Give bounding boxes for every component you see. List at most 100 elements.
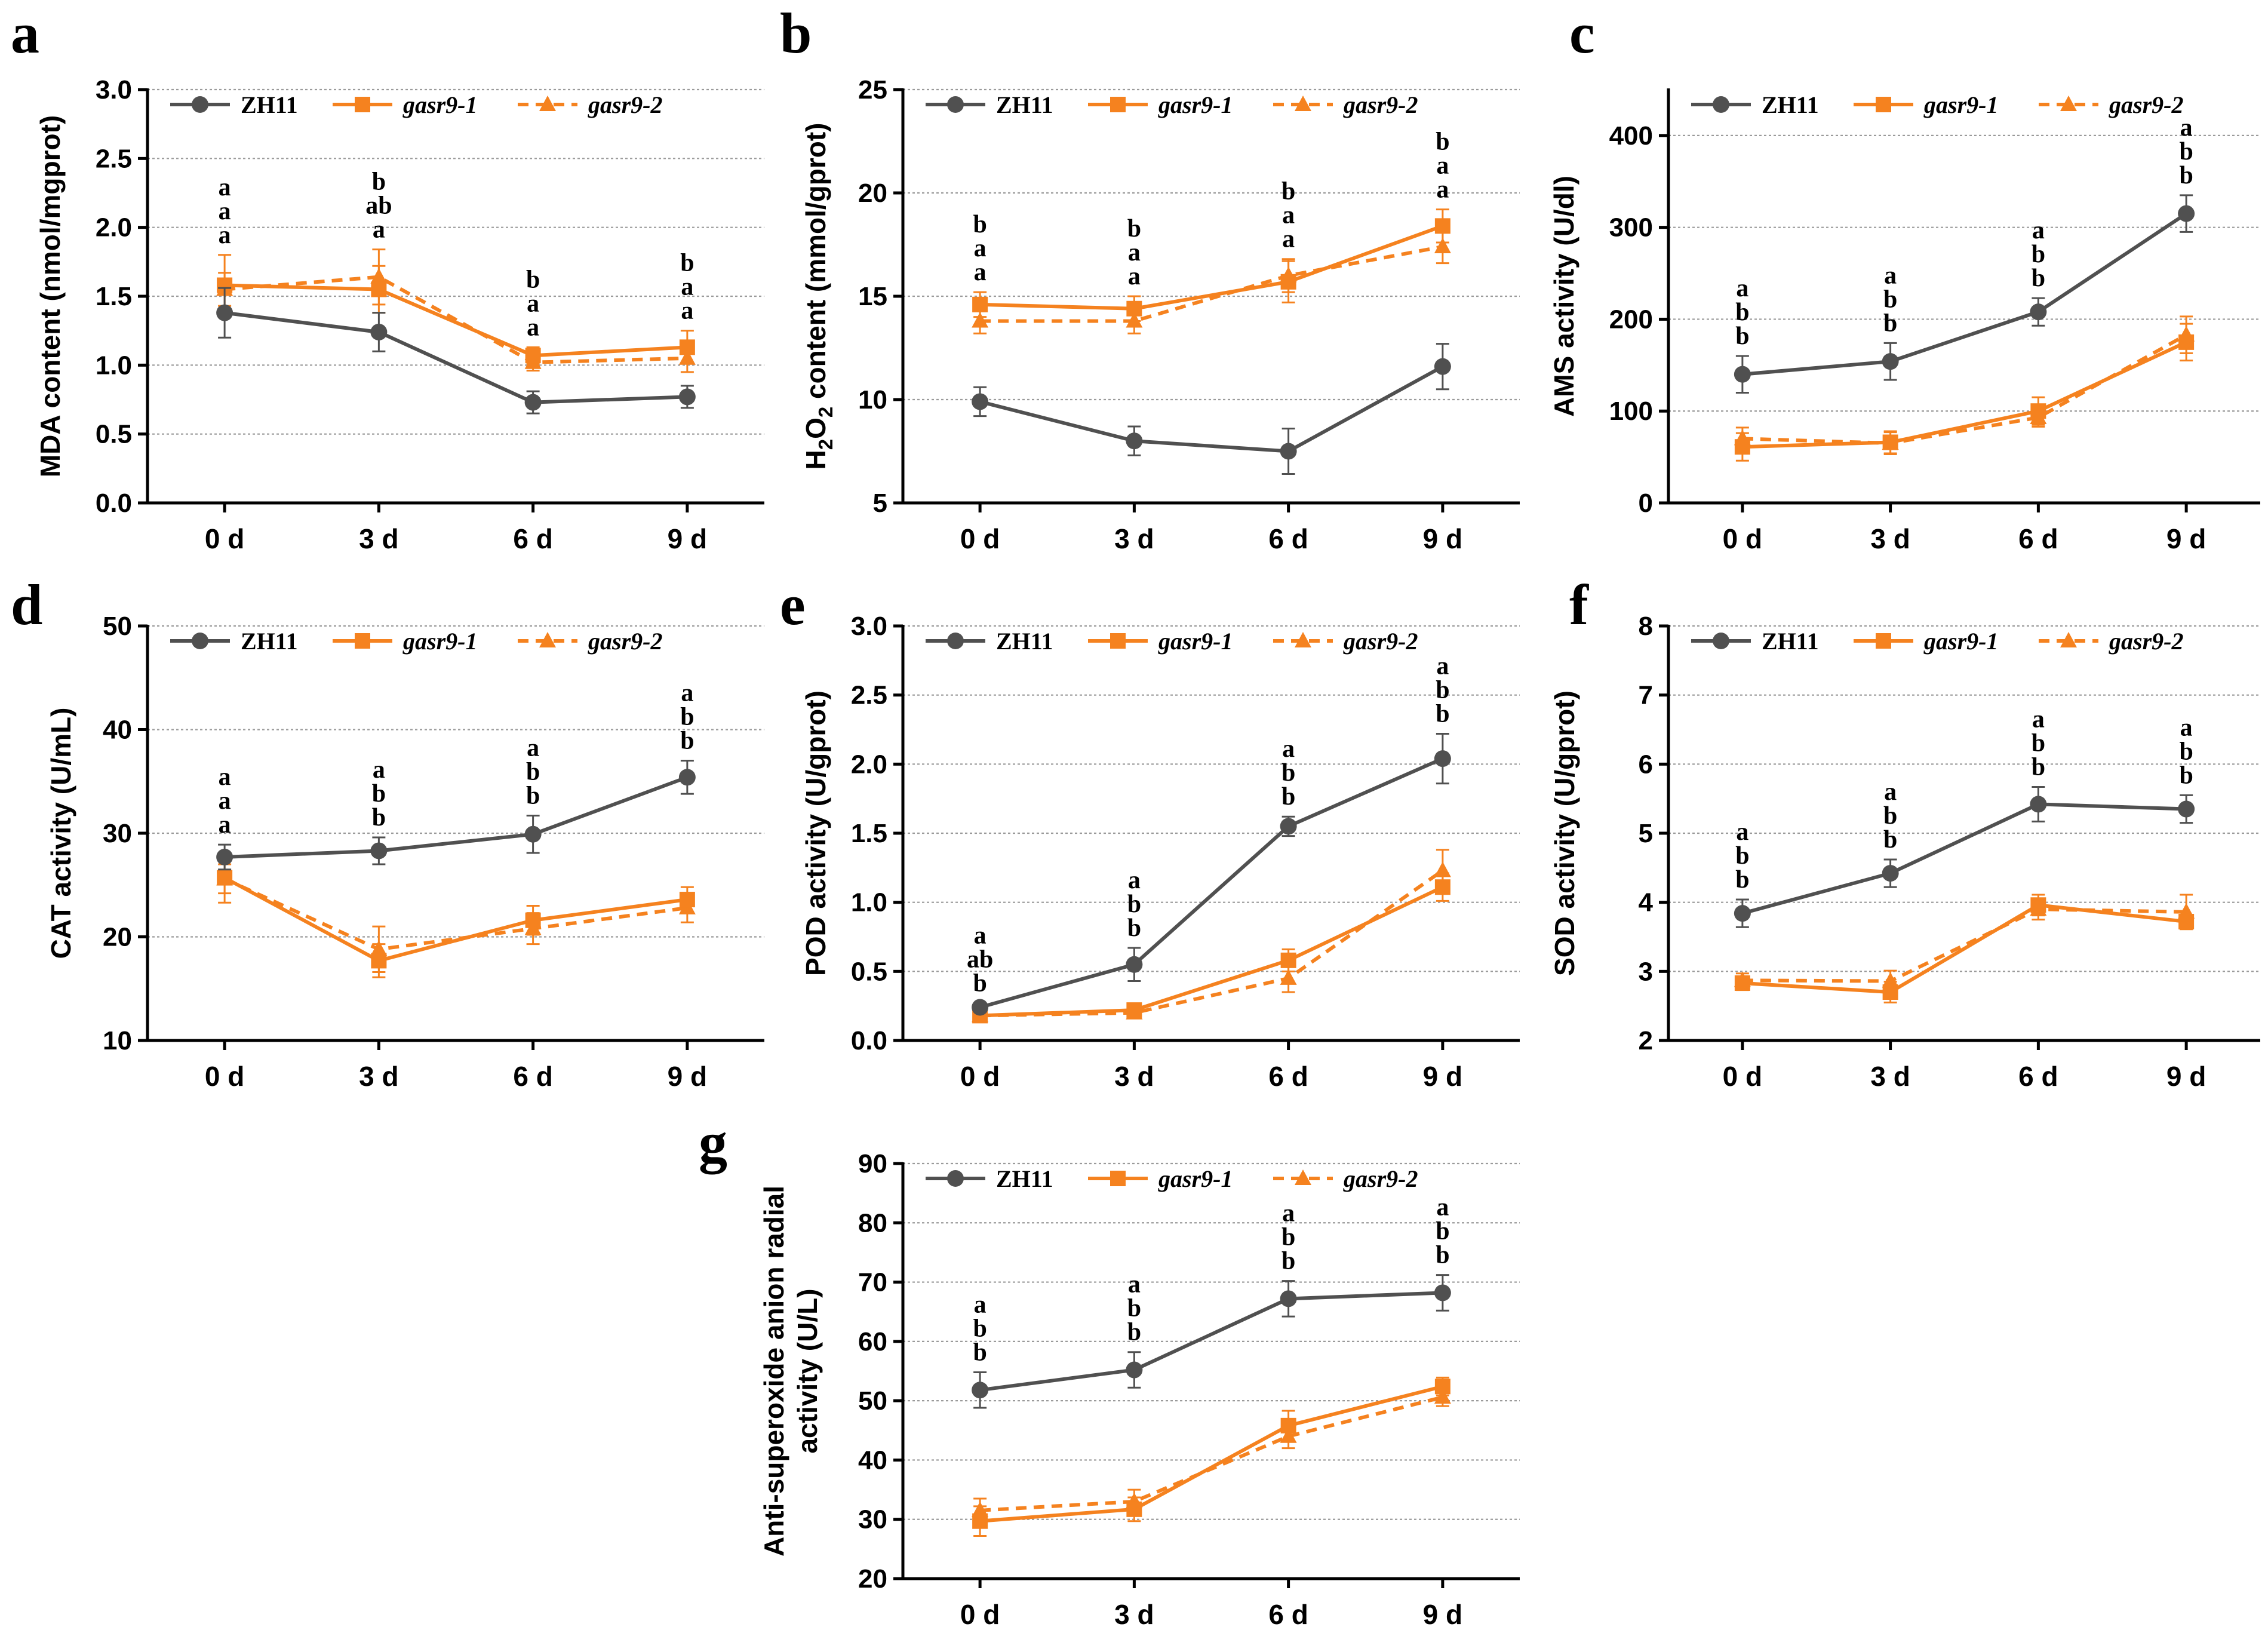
- y-tick-label: 20: [103, 923, 132, 952]
- significance-letter: b: [372, 168, 386, 196]
- y-tick-label: 25: [858, 75, 887, 105]
- panel-letter: a: [11, 1, 39, 65]
- data-point: [1280, 443, 1297, 460]
- legend: ZH11 gasr9-1 gasr9-2: [926, 91, 1418, 118]
- significance-letter: a: [219, 763, 231, 791]
- significance-letter: b: [2032, 754, 2045, 781]
- series-line: [979, 1395, 1443, 1512]
- data-point: [1734, 366, 1751, 383]
- series-line: [223, 876, 688, 963]
- y-tick-label: 80: [858, 1208, 887, 1238]
- significance-letter: a: [1436, 652, 1449, 680]
- legend-marker-gasr9-2: [2060, 632, 2077, 647]
- significance-letter: b: [1127, 914, 1141, 942]
- y-tick-label: 0: [1639, 489, 1653, 518]
- legend: ZH11 gasr9-1 gasr9-2: [170, 628, 662, 655]
- significance-letter: a: [1282, 735, 1295, 763]
- significance-letter: b: [1883, 286, 1897, 313]
- x-tick-label: 9 d: [2166, 1061, 2206, 1092]
- significance-letter: a: [1128, 263, 1141, 290]
- legend-marker-gasr9-1: [1110, 633, 1126, 649]
- legend-label: ZH11: [996, 1165, 1053, 1192]
- data-point: [1882, 434, 1898, 450]
- x-tick-label: 0 d: [960, 523, 1000, 554]
- significance-letter: b: [1436, 1242, 1449, 1269]
- legend-label: gasr9-2: [1343, 628, 1418, 655]
- y-tick-label: 70: [858, 1268, 887, 1297]
- legend-marker-ZH11: [947, 633, 964, 649]
- significance-letter: a: [681, 297, 693, 325]
- y-tick-label: 20: [858, 179, 887, 208]
- y-tick-label: 15: [858, 282, 887, 311]
- legend-marker-ZH11: [1713, 633, 1729, 649]
- data-point: [1734, 439, 1750, 455]
- legend-label: gasr9-2: [1343, 91, 1418, 118]
- panel-letter: b: [780, 1, 812, 65]
- significance-letter: a: [1282, 1200, 1295, 1227]
- data-point: [678, 388, 696, 406]
- legend-marker-ZH11: [192, 96, 208, 113]
- data-point: [1434, 1284, 1451, 1301]
- data-point: [1126, 1501, 1142, 1517]
- series-gasr9-1: [972, 208, 1450, 323]
- panel-letter: d: [11, 573, 42, 637]
- significance-letter: a: [1436, 152, 1449, 180]
- data-point: [1126, 956, 1143, 973]
- legend-label: ZH11: [241, 628, 298, 655]
- significance-letter: b: [1127, 1295, 1141, 1322]
- series-line: [979, 1385, 1443, 1523]
- significance-letter: a: [1128, 1271, 1141, 1299]
- series-gasr9-1: [217, 852, 695, 978]
- x-tick-label: 3 d: [359, 523, 398, 554]
- significance-letter: a: [1436, 176, 1449, 204]
- x-tick-label: 0 d: [1723, 523, 1762, 554]
- significance-letter: b: [1436, 128, 1449, 156]
- significance-letter: a: [974, 235, 987, 262]
- data-point: [1434, 358, 1451, 375]
- data-point: [972, 296, 988, 312]
- series-ZH11: [1734, 194, 2195, 394]
- significance-letter: b: [2179, 762, 2193, 789]
- significance-letter: a: [1736, 818, 1748, 846]
- significance-letter: a: [373, 756, 385, 784]
- y-tick-label: 4: [1639, 888, 1654, 917]
- series-ZH11: [972, 343, 1451, 475]
- data-point: [2030, 403, 2046, 419]
- data-point: [2178, 800, 2195, 818]
- series-gasr9-1: [972, 1376, 1450, 1537]
- significance-letter: b: [1436, 1218, 1449, 1245]
- data-point: [2178, 334, 2195, 350]
- data-point: [2178, 914, 2195, 930]
- significance-letter: b: [526, 782, 540, 810]
- series-gasr9-1: [972, 872, 1450, 1024]
- series-line: [224, 275, 687, 364]
- y-tick-label: 400: [1609, 121, 1653, 151]
- data-point: [370, 842, 388, 859]
- y-axis-label: POD activity (U/gprot): [800, 690, 831, 976]
- significance-letter: a: [527, 314, 539, 341]
- y-tick-label: 3.0: [851, 612, 887, 641]
- series-gasr9-2: [1734, 894, 2195, 993]
- y-tick-label: 3.0: [96, 75, 132, 105]
- x-tick-label: 9 d: [1423, 1061, 1462, 1092]
- legend-label: gasr9-1: [402, 628, 477, 655]
- data-point: [1280, 818, 1297, 835]
- significance-letter: b: [1883, 309, 1897, 337]
- data-point: [1126, 300, 1142, 317]
- legend-marker-gasr9-2: [539, 96, 556, 111]
- legend-label: gasr9-1: [1158, 628, 1233, 655]
- data-point: [1280, 969, 1297, 985]
- x-tick-label: 0 d: [205, 1061, 244, 1092]
- x-tick-label: 3 d: [1114, 1599, 1154, 1630]
- chart-panel-d: d 10 20 30 40 50 0 d 3 d 6 d 9 d CAT activity (U/m…: [11, 573, 764, 1092]
- legend-marker-ZH11: [947, 1170, 964, 1187]
- significance-letter: a: [2032, 706, 2045, 733]
- data-point: [1882, 865, 1899, 882]
- data-point: [972, 312, 989, 328]
- data-point: [1434, 1379, 1450, 1395]
- data-point: [525, 912, 541, 928]
- legend-marker-gasr9-2: [1295, 1169, 1311, 1185]
- y-tick-label: 100: [1609, 397, 1653, 426]
